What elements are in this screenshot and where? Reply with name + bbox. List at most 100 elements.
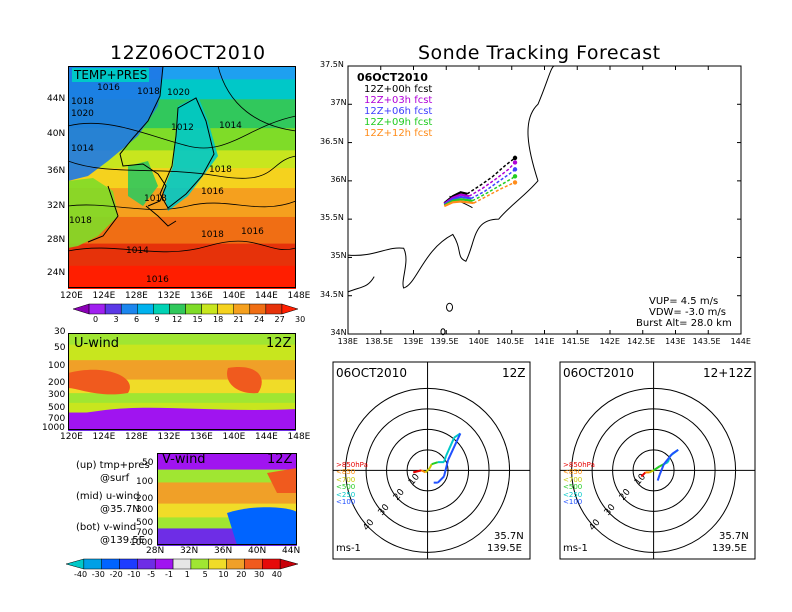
isobar-label: 1016 xyxy=(241,227,264,237)
y-tick-label: 36.5N xyxy=(320,136,344,146)
colorbar-tick: 40 xyxy=(271,570,282,579)
colorbar-tick: 24 xyxy=(254,315,265,324)
colorbar-swatch xyxy=(281,303,299,315)
v-wind-band xyxy=(157,453,297,471)
colorbar-tick: 12 xyxy=(172,315,183,324)
x-tick-label: 136E xyxy=(190,291,213,301)
vdw-label: VDW= -3.0 m/s xyxy=(649,307,726,318)
coastline xyxy=(347,65,555,289)
u-wind-label: U-wind xyxy=(74,336,119,351)
x-tick-label: 143E xyxy=(665,337,686,346)
x-tick-label: 32N xyxy=(180,546,199,556)
x-tick-label: 138.5E xyxy=(365,337,394,346)
level-legend: <100 xyxy=(563,498,583,506)
v-wind-blob xyxy=(267,468,297,493)
hodograph-date: 06OCT2010 xyxy=(336,366,407,380)
hodograph-lat: 35.7N xyxy=(719,531,749,542)
temp-band xyxy=(68,265,296,289)
caption-mid-1: (mid) u-wind xyxy=(76,491,140,502)
u-wind-time: 12Z xyxy=(266,336,292,351)
level-legend: >850hPa xyxy=(336,461,368,469)
u-wind-band xyxy=(68,333,296,346)
hodograph-lon: 139.5E xyxy=(487,543,522,554)
level-legend: <700 xyxy=(336,475,356,484)
x-tick-label: 132E xyxy=(157,291,181,301)
isobar-label: 1018 xyxy=(69,216,92,226)
x-tick-label: 140.5E xyxy=(496,337,525,346)
x-tick-label: 120E xyxy=(60,291,83,301)
coastline xyxy=(87,185,119,243)
landing-point xyxy=(512,180,518,185)
hodograph-segment xyxy=(653,465,661,472)
x-tick-label: 144E xyxy=(255,291,278,301)
coastline xyxy=(446,302,454,312)
hodograph-segment xyxy=(443,455,447,463)
coastline xyxy=(440,328,446,336)
y-tick-label: 34.5N xyxy=(320,289,344,299)
level-legend: <100 xyxy=(336,498,356,506)
y-tick-label: 36N xyxy=(47,166,66,176)
x-tick-label: 148E xyxy=(287,291,311,301)
colorbar-tick: 1 xyxy=(184,570,190,579)
legend-entry: 12Z+00h fcst xyxy=(364,84,433,95)
y-tick-label: 35.5N xyxy=(320,213,344,223)
colorbar-tick: 30 xyxy=(295,315,306,324)
level-legend: <500 xyxy=(336,483,356,492)
level-legend: <700 xyxy=(563,475,583,484)
coastline xyxy=(119,65,167,207)
x-tick-label: 148E xyxy=(287,432,311,442)
caption-up-2: @surf xyxy=(100,473,130,484)
u-wind-band xyxy=(68,393,296,404)
hodograph-date: 06OCT2010 xyxy=(563,366,634,380)
colorbar-tick: 6 xyxy=(134,315,140,324)
track-descent xyxy=(470,168,516,200)
y-tick-label: 500 xyxy=(136,518,154,528)
y-tick-label: 50 xyxy=(142,458,154,468)
colorbar-tick: -10 xyxy=(127,570,141,579)
colorbar-tick: 10 xyxy=(218,570,229,579)
y-tick-label: 50 xyxy=(54,343,66,353)
track-descent xyxy=(466,157,516,195)
hodograph-segment xyxy=(445,437,456,457)
track-descent xyxy=(472,175,516,202)
x-tick-label: 139.5E xyxy=(430,337,459,346)
isobar-label: 1018 xyxy=(137,87,160,97)
x-tick-label: 144E xyxy=(730,337,751,346)
isobar-label: 1018 xyxy=(201,230,224,240)
isobar xyxy=(67,240,297,253)
colorbar-tick: 0 xyxy=(93,315,99,324)
colorbar-tick: -30 xyxy=(91,570,105,579)
level-legend: <850 xyxy=(563,468,583,477)
level-legend: <250 xyxy=(563,490,583,499)
colorbar-tick: 5 xyxy=(202,570,208,579)
isobar-label: 1012 xyxy=(171,123,194,133)
v-wind-panel xyxy=(157,453,297,546)
x-tick-label: 142.5E xyxy=(627,337,656,346)
hodograph-time: 12Z xyxy=(502,366,526,380)
x-tick-label: 142E xyxy=(599,337,620,346)
right-title: Sonde Tracking Forecast xyxy=(418,42,661,64)
frame xyxy=(68,333,296,430)
y-tick-label: 700 xyxy=(136,528,154,538)
y-tick-label: 30 xyxy=(54,327,66,337)
colorbar-tick: -1 xyxy=(165,570,173,579)
caption-bot-2: @139.5E xyxy=(100,535,145,546)
hodograph-segment xyxy=(412,469,422,474)
vup-label: VUP= 4.5 m/s xyxy=(649,296,719,307)
colorbar-tick: 21 xyxy=(233,315,244,324)
x-tick-label: 120E xyxy=(60,432,83,442)
x-tick-label: 40N xyxy=(248,546,267,556)
y-tick-label: 24N xyxy=(47,268,66,278)
v-wind-heatmap xyxy=(157,453,297,546)
hodograph-segment xyxy=(663,453,673,465)
coastline xyxy=(159,97,215,209)
isobar-label: 1016 xyxy=(201,187,224,197)
y-tick-label: 700 xyxy=(48,414,66,424)
caption-mid-2: @35.7N xyxy=(100,504,140,515)
caption-up-1: (up) tmp+pres xyxy=(76,460,150,471)
isobar-label: 1020 xyxy=(167,88,190,98)
hodograph-segment xyxy=(656,474,661,481)
colorbar-swatch xyxy=(279,558,299,570)
isobar-label: 1014 xyxy=(71,144,94,154)
